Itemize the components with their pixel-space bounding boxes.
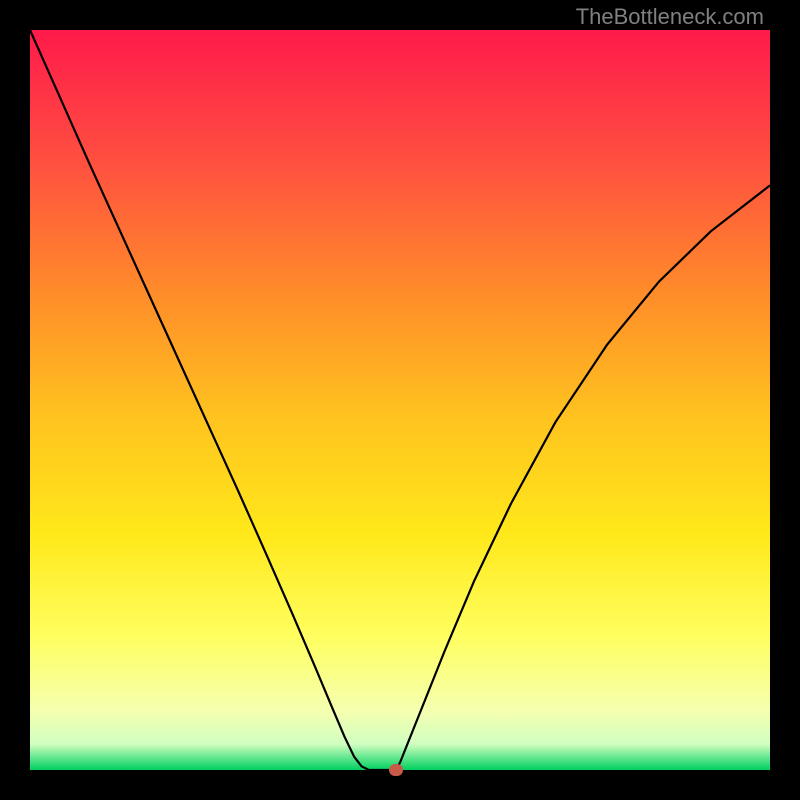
- plot-area: [30, 30, 770, 770]
- gradient-background: [30, 30, 770, 770]
- watermark-text: TheBottleneck.com: [576, 4, 764, 30]
- optimal-point-marker: [389, 764, 403, 776]
